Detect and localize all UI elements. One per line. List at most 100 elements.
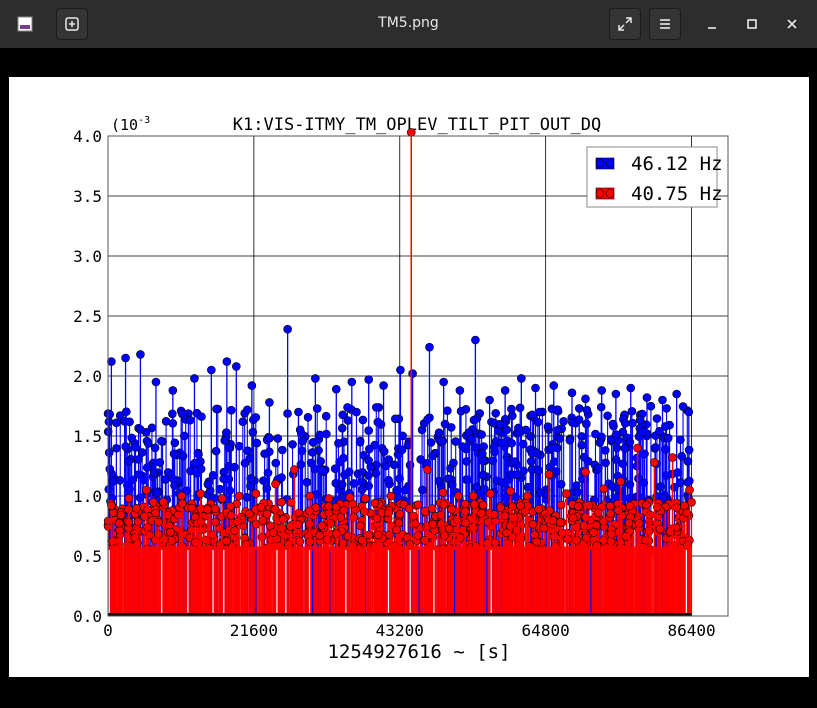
stem-marker (526, 432, 535, 441)
stem-marker (105, 410, 115, 419)
stem-marker (215, 484, 225, 494)
maximize-icon (747, 19, 757, 29)
close-icon (787, 19, 797, 29)
blue-peak-marker (567, 388, 577, 398)
stem-marker (568, 513, 578, 523)
minimize-button[interactable] (702, 14, 722, 34)
blue-peak-marker (265, 398, 274, 407)
blue-peak-marker (331, 384, 341, 394)
stem-marker (553, 425, 562, 435)
stem-marker (672, 503, 681, 512)
stem-marker (460, 499, 470, 509)
stem-marker (509, 513, 519, 523)
blue-peak-marker (283, 324, 292, 334)
stem-marker (140, 512, 149, 521)
red-peak-marker (290, 465, 299, 474)
stem-marker (316, 457, 325, 466)
stem-marker (439, 500, 449, 509)
stem-marker (112, 443, 121, 453)
stem-marker (447, 480, 457, 490)
stem-marker (600, 446, 610, 455)
stem-marker (680, 501, 689, 511)
stem-marker (603, 411, 612, 421)
stem-marker (322, 535, 332, 544)
stem-marker (271, 458, 281, 468)
blue-peak-marker (471, 335, 480, 345)
stem-marker (662, 404, 671, 413)
stem-marker (343, 403, 352, 412)
new-tab-button[interactable] (56, 8, 88, 40)
stem-marker (392, 525, 402, 535)
stem-marker (303, 412, 313, 422)
image-viewport[interactable]: K1:VIS-ITMY_TM_OPLEV_TILT_PIT_OUT_DQ (10… (0, 48, 817, 708)
tick-labels: 0.0 0.5 1.0 1.5 2.0 2.5 3.0 3.5 4.0 0 21600 43200 64… (73, 127, 716, 640)
stem-marker (548, 516, 558, 525)
blue-peak-marker (549, 381, 559, 390)
stem-marker (645, 510, 655, 520)
red-peak-marker (469, 491, 478, 501)
y-tick-label: 4.0 (73, 127, 102, 146)
stem-marker (502, 528, 511, 538)
stem-marker (238, 417, 248, 426)
stem-marker (349, 513, 359, 522)
stem-marker (478, 500, 488, 510)
x-tick-label: 86400 (667, 621, 715, 640)
red-peak-marker (251, 489, 261, 498)
legend-label: 40.75 Hz (631, 183, 723, 205)
stem-marker (115, 476, 125, 485)
app-icon-glyph (17, 16, 33, 32)
blue-peak-marker (611, 389, 621, 399)
stem-marker (170, 438, 180, 448)
stem-marker (115, 518, 124, 528)
stem-marker (451, 437, 461, 446)
close-button[interactable] (782, 14, 802, 34)
stem-marker (574, 404, 584, 413)
blue-peak-marker (121, 353, 130, 363)
stem-marker (243, 405, 252, 415)
stem-marker (437, 436, 446, 446)
stem-marker (258, 516, 268, 525)
fullscreen-button[interactable] (609, 8, 641, 40)
stem-marker (211, 446, 221, 456)
stem-marker (308, 448, 317, 457)
stem-marker (210, 504, 220, 513)
stem-marker (678, 402, 688, 411)
stem-marker (642, 500, 651, 510)
stem-marker (543, 422, 553, 431)
stem-marker (105, 464, 115, 474)
stem-marker (467, 434, 476, 444)
maximize-button[interactable] (742, 14, 762, 34)
stem-marker (490, 538, 500, 547)
stem-marker (154, 517, 163, 527)
stem-marker (594, 463, 603, 473)
stem-marker (373, 417, 383, 427)
stem-marker (620, 419, 630, 428)
stem-marker (161, 417, 171, 426)
stem-marker (251, 413, 261, 422)
stem-marker (413, 500, 423, 509)
stem-marker (628, 418, 637, 428)
stem-marker (627, 406, 637, 416)
red-peak-marker (506, 486, 515, 496)
stem-marker (315, 531, 324, 540)
stem-marker (252, 438, 262, 448)
stem-marker (315, 430, 325, 440)
blue-peak-marker (347, 377, 357, 387)
stem-marker (298, 436, 307, 446)
stem-marker (634, 474, 643, 483)
x-axis-label: 1254927616 ~ [s] (327, 641, 510, 663)
blue-peak-marker (597, 386, 607, 395)
red-peak-marker (485, 489, 495, 498)
stem-marker (230, 526, 240, 535)
stem-marker (428, 504, 437, 513)
stem-marker (337, 423, 347, 433)
menu-button[interactable] (649, 8, 681, 40)
stem-marker (246, 481, 255, 491)
blue-peak-marker (500, 386, 510, 395)
stem-marker (675, 478, 685, 487)
stem-marker (124, 457, 133, 467)
stem-marker (434, 428, 444, 438)
minimize-icon (708, 27, 716, 29)
stem-marker (652, 414, 662, 423)
x-tick-label: 43200 (376, 621, 424, 640)
